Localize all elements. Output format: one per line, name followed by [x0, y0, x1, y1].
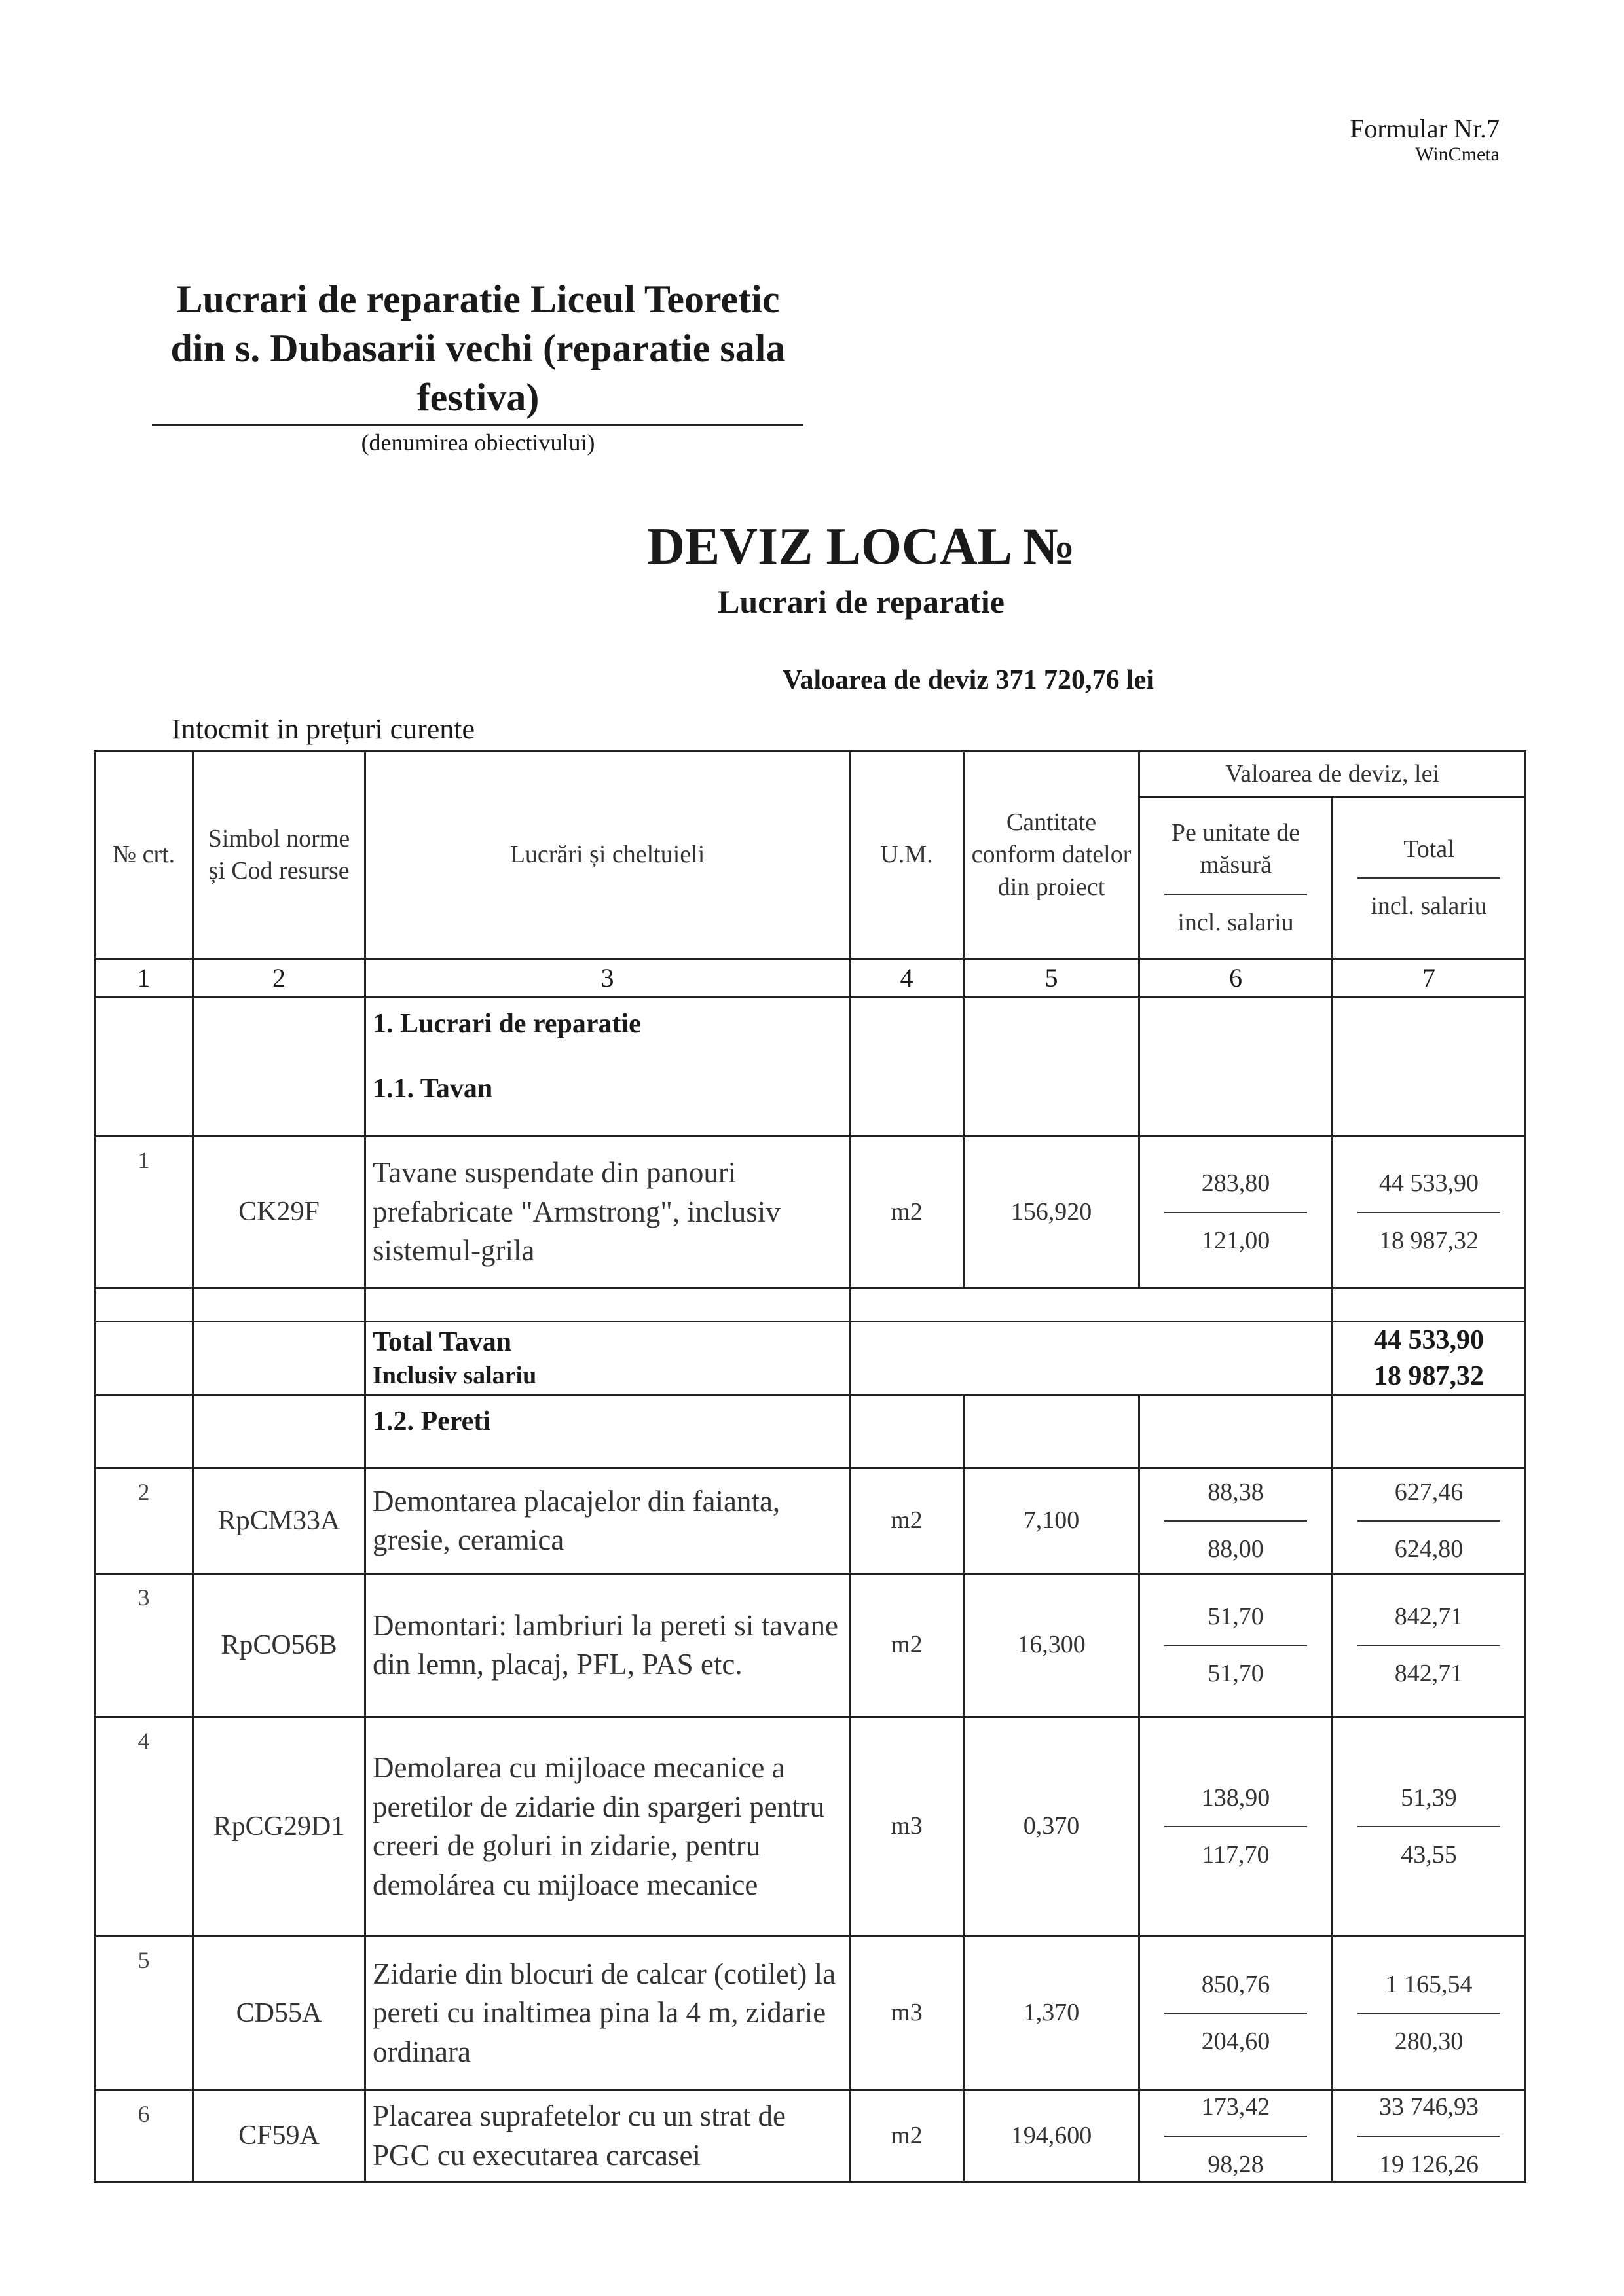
estimate-table: № crt. Simbol norme și Cod resurse Lucră…: [94, 750, 1527, 2183]
row-quantity: 0,370: [963, 1716, 1140, 1938]
col-num: 3: [364, 958, 851, 998]
total-value: 44 533,90: [1374, 1325, 1484, 1355]
row-nr: 2: [94, 1467, 194, 1575]
row-description: Demolarea cu mijloace mecanice a peretil…: [364, 1716, 851, 1938]
document-title: DEVIZ LOCAL №: [647, 518, 1075, 575]
form-label: Formular Nr.7: [1350, 114, 1500, 143]
header-per-unit: Pe unitate de măsură incl. salariu: [1138, 796, 1333, 960]
row-total: 842,71 842,71: [1331, 1573, 1527, 1719]
row-quantity: 156,920: [963, 1135, 1140, 1289]
row-total: 33 746,93 19 126,26: [1331, 2089, 1527, 2183]
total-label: Total Tavan: [373, 1326, 512, 1357]
row-total: 627,46 624,80: [1331, 1467, 1527, 1575]
section-row: 1. Lucrari de reparatie 1.1. Tavan: [94, 996, 1527, 1137]
row-description: Zidarie din blocuri de calcar (cotilet) …: [364, 1935, 851, 2092]
table-row: 4 RpCG29D1 Demolarea cu mijloace mecanice …: [94, 1716, 1527, 1938]
row-code: RpCM33A: [192, 1467, 366, 1575]
estimate-value: Valoarea de deviz 371 720,76 lei: [783, 665, 1154, 695]
col-num: 4: [849, 958, 965, 998]
header-total: Total incl. salariu: [1331, 796, 1527, 960]
object-underline: [152, 424, 803, 426]
table-row: 6 CF59A Placarea suprafetelor cu un strat …: [94, 2089, 1527, 2183]
table-row: 5 CD55A Zidarie din blocuri de calcar (cot…: [94, 1935, 1527, 2092]
row-unit-price: 850,76 204,60: [1138, 1935, 1333, 2092]
row-code: CF59A: [192, 2089, 366, 2183]
row-um: m2: [849, 1467, 965, 1575]
header-valoare: Valoarea de deviz, lei: [1137, 750, 1527, 798]
row-description: Placarea suprafetelor cu un strat de PGC…: [364, 2089, 851, 2183]
row-um: m2: [849, 2089, 965, 2183]
row-code: CK29F: [192, 1135, 366, 1289]
row-quantity: 1,370: [963, 1935, 1140, 2092]
table-row: 2 RpCM33A Demontarea placajelor din faiant…: [94, 1467, 1527, 1575]
row-nr: 6: [94, 2089, 194, 2183]
header-nr: № crt.: [94, 750, 194, 960]
object-name: Lucrari de reparatie Liceul Teoretic din…: [170, 278, 786, 419]
table-row: 3 RpCO56B Demontari: lambriuri la pereti s…: [94, 1573, 1527, 1719]
col-num: 2: [192, 958, 366, 998]
total-tavan-row: Total Tavan Inclusiv salariu 44 533,90 18 …: [94, 1320, 1527, 1396]
row-total: 1 165,54 280,30: [1331, 1935, 1527, 2092]
row-quantity: 16,300: [963, 1573, 1140, 1719]
row-unit-price: 138,90 117,70: [1138, 1716, 1333, 1938]
header-um: U.M.: [849, 750, 965, 960]
row-total: 51,39 43,55: [1331, 1716, 1527, 1938]
row-unit-price: 88,38 88,00: [1138, 1467, 1333, 1575]
row-um: m3: [849, 1716, 965, 1938]
row-unit-price: 173,42 98,28: [1138, 2089, 1333, 2183]
row-nr: 3: [94, 1573, 194, 1719]
subsection-title: 1.2. Pereti: [364, 1394, 851, 1470]
table-row: 1 CK29F Tavane suspendate din panouri pref…: [94, 1135, 1527, 1289]
total-sublabel: Inclusiv salariu: [373, 1362, 537, 1390]
col-num: 6: [1138, 958, 1333, 998]
row-nr: 1: [94, 1135, 194, 1289]
row-nr: 5: [94, 1935, 194, 2092]
row-unit-price: 51,70 51,70: [1138, 1573, 1333, 1719]
col-num: 5: [963, 958, 1140, 998]
row-quantity: 194,600: [963, 2089, 1140, 2183]
row-unit-price: 283,80 121,00: [1138, 1135, 1333, 1289]
row-description: Demontari: lambriuri la pereti si tavane…: [364, 1573, 851, 1719]
row-um: m2: [849, 1135, 965, 1289]
total-salary: 18 987,32: [1374, 1360, 1484, 1391]
object-caption: (denumirea obiectivului): [361, 429, 595, 456]
form-number: Formular Nr.7 WinCmeta: [1350, 114, 1500, 166]
header-lucrari: Lucrări și cheltuieli: [364, 750, 851, 960]
header-cantitate: Cantitate conform datelor din proiect: [963, 750, 1140, 960]
spacer-row: [94, 1287, 1527, 1322]
col-num: 7: [1331, 958, 1527, 998]
row-code: RpCG29D1: [192, 1716, 366, 1938]
document-subtitle: Lucrari de reparatie: [718, 583, 1005, 620]
row-code: RpCO56B: [192, 1573, 366, 1719]
row-um: m3: [849, 1935, 965, 2092]
software-label: WinCmeta: [1415, 143, 1500, 165]
row-description: Demontarea placajelor din faianta, gresi…: [364, 1467, 851, 1575]
section-title: 1. Lucrari de reparatie 1.1. Tavan: [364, 996, 851, 1137]
col-num: 1: [94, 958, 194, 998]
row-code: CD55A: [192, 1935, 366, 2092]
row-description: Tavane suspendate din panouri prefabrica…: [364, 1135, 851, 1289]
row-quantity: 7,100: [963, 1467, 1140, 1575]
column-numbers-row: 1 2 3 4 5 6 7: [94, 958, 1527, 998]
row-nr: 4: [94, 1716, 194, 1938]
row-um: m2: [849, 1573, 965, 1719]
row-total: 44 533,90 18 987,32: [1331, 1135, 1527, 1289]
subsection-row: 1.2. Pereti: [94, 1394, 1527, 1470]
header-simbol: Simbol norme și Cod resurse: [192, 750, 366, 960]
prices-note: Intocmit in prețuri curente: [172, 713, 475, 745]
